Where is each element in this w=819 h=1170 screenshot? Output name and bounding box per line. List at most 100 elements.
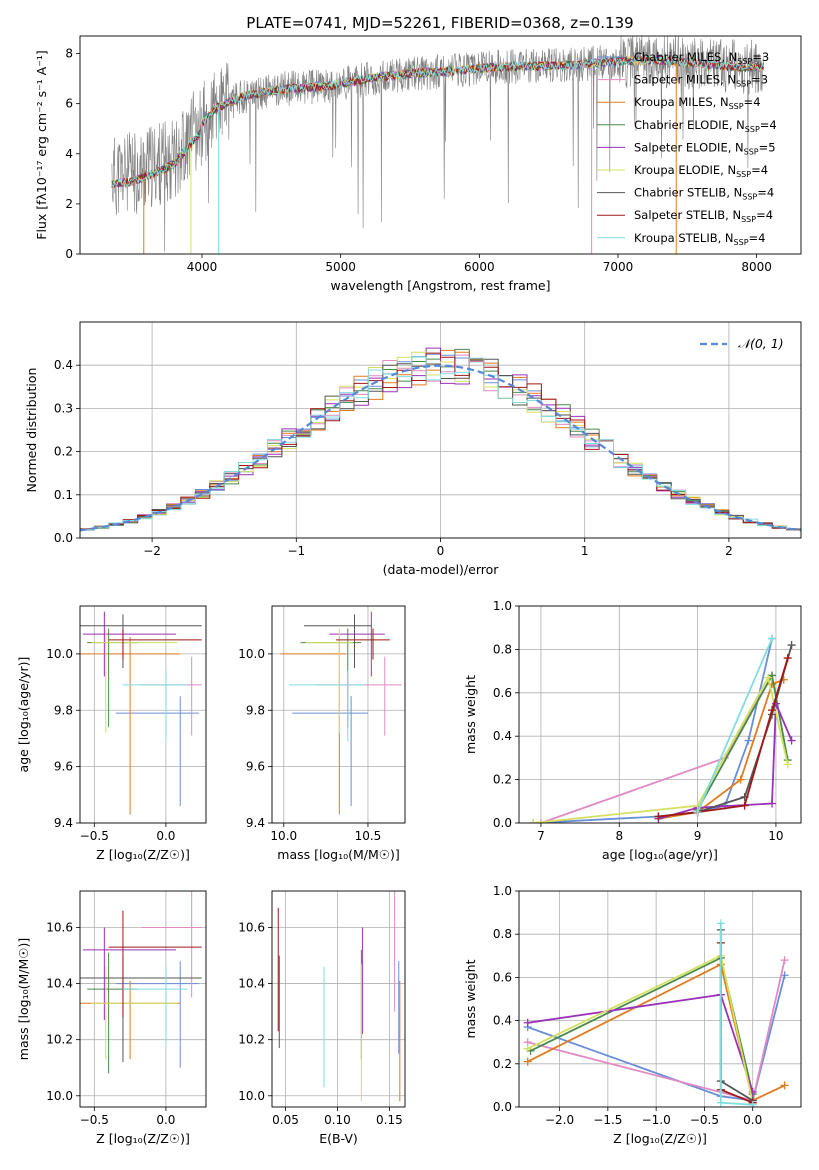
y-tick-label: 0.4 bbox=[54, 358, 73, 372]
legend-entry: Chabrier ELODIE, NSSP=4 bbox=[634, 118, 777, 134]
x-tick-label: −1.5 bbox=[593, 1113, 622, 1127]
x-tick-label: −2.0 bbox=[545, 1113, 574, 1127]
axes-age-vs-mass: 10.0 10.5 9.4 9.6 9.8 10.0 mass [log₁₀(M/M☉)] bbox=[238, 605, 406, 862]
axes-frame bbox=[79, 35, 802, 255]
weight-marker bbox=[783, 760, 792, 769]
legend-eq: = bbox=[752, 50, 762, 64]
x-tick-label: 7 bbox=[537, 829, 545, 843]
legend-nssp-prefix: , N bbox=[725, 208, 741, 222]
legend-eq: = bbox=[751, 73, 761, 87]
x-tick-label: 2 bbox=[725, 544, 733, 558]
legend-nssp-value: 4 bbox=[769, 118, 776, 132]
weight-line bbox=[540, 674, 773, 823]
legend-model-name: Salpeter STELIB bbox=[634, 208, 725, 222]
y-tick-label: 9.8 bbox=[54, 703, 73, 717]
legend-nssp-sub: SSP bbox=[737, 57, 752, 66]
x-tick-label: 10 bbox=[768, 829, 783, 843]
x-tick-label: 6000 bbox=[464, 260, 495, 274]
y-tick-label: 0.0 bbox=[493, 816, 512, 830]
legend-nssp-prefix: , N bbox=[729, 118, 745, 132]
x-tick-label: 0.0 bbox=[743, 1113, 762, 1127]
y-tick-label: 4 bbox=[65, 147, 73, 161]
plot-area-weight-vs-Z bbox=[519, 891, 801, 1107]
legend-nssp-sub: SSP bbox=[736, 170, 751, 179]
weight-marker bbox=[787, 641, 796, 650]
weight-line bbox=[527, 974, 786, 1102]
legend-model-name: Kroupa STELIB bbox=[634, 231, 718, 245]
model-spectrum bbox=[111, 55, 764, 189]
legend-eq: = bbox=[751, 163, 761, 177]
figure-title: PLATE=0741, MJD=52261, FIBERID=0368, z=0… bbox=[246, 14, 633, 32]
weight-marker bbox=[693, 808, 702, 817]
y-tick-label: 0.6 bbox=[493, 970, 512, 984]
weight-marker bbox=[736, 775, 745, 784]
x-axis-label: mass [log₁₀(M/M☉)] bbox=[277, 847, 399, 862]
legend-nssp-prefix: , N bbox=[721, 50, 737, 64]
x-tick-label: −0.5 bbox=[690, 1113, 719, 1127]
legend-nssp-sub: SSP bbox=[729, 102, 744, 111]
axes-frame bbox=[271, 890, 406, 1108]
legend-nssp-prefix: , N bbox=[713, 95, 729, 109]
plot-area-residuals bbox=[80, 322, 801, 538]
y-tick-label: 0.8 bbox=[493, 642, 512, 656]
legend-nssp-value: 3 bbox=[762, 50, 769, 64]
legend-nssp-prefix: , N bbox=[720, 73, 736, 87]
y-tick-label: 9.6 bbox=[246, 760, 265, 774]
weight-marker bbox=[780, 956, 789, 965]
y-axis-label: mass [log₁₀(M/M☉)] bbox=[16, 938, 31, 1060]
weight-line bbox=[658, 678, 785, 820]
weight-marker bbox=[768, 706, 777, 715]
legend-normal-label: 𝒩(0, 1) bbox=[738, 336, 784, 351]
y-tick-label: 10.2 bbox=[46, 1033, 73, 1047]
legend-eq: = bbox=[759, 140, 769, 154]
y-axis-label: Flux [fλ10⁻¹⁷ erg cm⁻² s⁻¹ A⁻¹] bbox=[34, 50, 49, 239]
x-tick-label: 10.0 bbox=[270, 829, 297, 843]
y-tick-label: 10.0 bbox=[238, 647, 265, 661]
legend-nssp-sub: SSP bbox=[744, 147, 759, 156]
y-tick-label: 9.6 bbox=[54, 760, 73, 774]
legend-nssp-sub: SSP bbox=[736, 80, 751, 89]
x-tick-label: −1.0 bbox=[642, 1113, 671, 1127]
legend-nssp-value: 4 bbox=[761, 163, 768, 177]
weight-line bbox=[533, 638, 773, 823]
axes-mass-vs-Z: −0.5 0.0 10.0 10.2 10.4 10.6 Z [log₁₀(Z/Z☉)] ma… bbox=[16, 890, 207, 1146]
axes-frame bbox=[518, 605, 802, 824]
weight-marker bbox=[787, 736, 796, 745]
x-axis-label: Z [log₁₀(Z/Z☉)] bbox=[613, 1131, 707, 1146]
weight-marker bbox=[523, 1018, 532, 1027]
y-tick-label: 0.2 bbox=[493, 773, 512, 787]
model-spectrum bbox=[111, 54, 764, 189]
y-tick-label: 0.4 bbox=[493, 1014, 512, 1028]
legend-entry: Salpeter ELODIE, NSSP=5 bbox=[634, 140, 776, 156]
y-tick-label: 1.0 bbox=[493, 599, 512, 613]
y-tick-label: 0.0 bbox=[54, 531, 73, 545]
x-tick-label: −1 bbox=[287, 544, 305, 558]
x-axis-label: age [log₁₀(age/yr)] bbox=[602, 847, 718, 862]
weight-marker bbox=[744, 736, 753, 745]
legend-model-name: Chabrier ELODIE bbox=[634, 118, 729, 132]
y-tick-label: 0.3 bbox=[54, 401, 73, 415]
legend-eq: = bbox=[757, 186, 767, 200]
legend-entry: Chabrier STELIB, NSSP=4 bbox=[634, 186, 774, 202]
weight-marker bbox=[768, 799, 777, 808]
axes-weight-vs-Z: −2.0 −1.5 −1.0 −0.5 0.0 0.0 0.2 0.4 0.6 0.8 1.0 Z [… bbox=[463, 884, 802, 1146]
weight-marker bbox=[529, 819, 538, 823]
legend-model-name: Chabrier STELIB bbox=[634, 186, 726, 200]
axes-mass-vs-ebv: 0.05 0.10 0.15 10.0 10.2 10.4 10.6 E(B-V) bbox=[238, 890, 406, 1146]
weight-marker bbox=[523, 1057, 532, 1066]
axes-weight-vs-age: 7 8 9 10 0.0 0.2 0.4 0.6 0.8 1.0 age [log₁₀(age/yr… bbox=[463, 599, 802, 862]
y-tick-label: 10.6 bbox=[238, 920, 265, 934]
weight-marker bbox=[768, 634, 777, 643]
plot-area-mass-vs-ebv bbox=[272, 891, 405, 1107]
legend-nssp-sub: SSP bbox=[741, 215, 756, 224]
weight-line bbox=[696, 638, 773, 813]
x-axis-label: E(B-V) bbox=[319, 1131, 358, 1146]
legend-nssp-prefix: , N bbox=[718, 231, 734, 245]
legend-nssp-value: 4 bbox=[767, 186, 774, 200]
y-tick-label: 0.6 bbox=[493, 686, 512, 700]
x-tick-label: 4000 bbox=[187, 260, 218, 274]
legend-nssp-value: 5 bbox=[768, 140, 775, 154]
legend-nssp-value: 4 bbox=[753, 95, 760, 109]
